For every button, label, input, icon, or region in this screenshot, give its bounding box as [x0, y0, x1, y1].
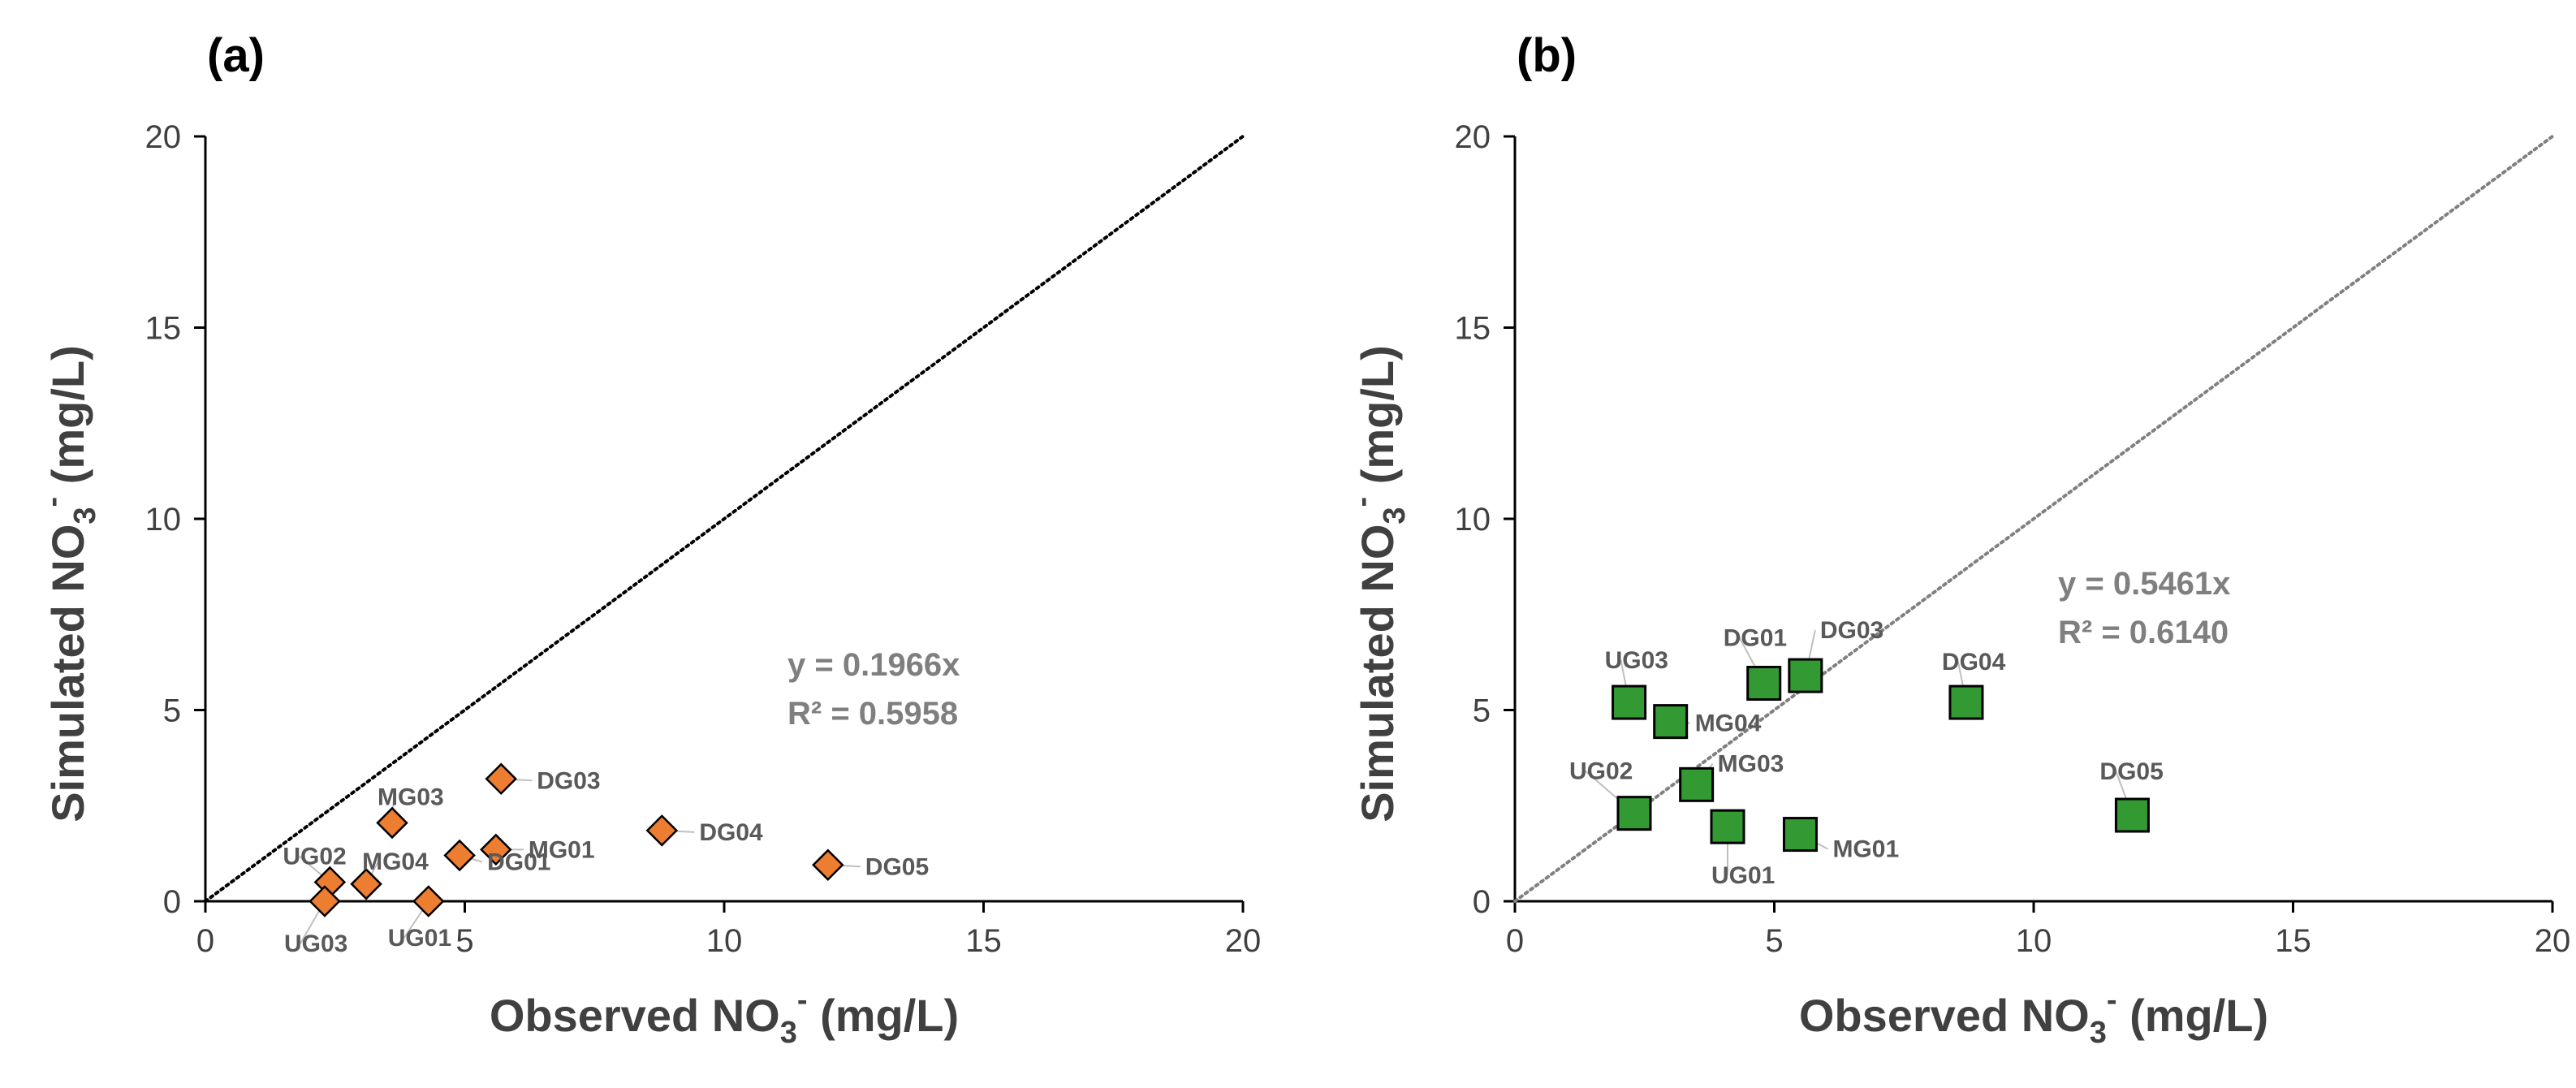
x-tick-label: 10: [706, 923, 743, 959]
y-tick-label: 0: [1473, 884, 1491, 920]
data-label-ug03: UG03: [284, 930, 347, 957]
y-axis-title: Simulated NO3- (mg/L): [36, 345, 102, 822]
data-point-mg04: [1653, 704, 1689, 740]
y-tick-label: 20: [1455, 119, 1491, 155]
data-point-dg03: [485, 762, 517, 796]
panel-label: (b): [1517, 29, 1577, 82]
y-tick-label: 10: [145, 502, 182, 538]
r-squared-label: R² = 0.6140: [2058, 615, 2229, 650]
y-tick-label: 20: [145, 119, 182, 155]
data-point-mg01: [480, 833, 512, 866]
y-axis-title-subscript: 3: [68, 507, 102, 524]
y-axis-title-base: Simulated NO: [1352, 525, 1403, 822]
data-label-dg05: DG05: [865, 853, 929, 880]
y-axis-title-unit: (mg/L): [42, 345, 93, 497]
data-label-mg04: MG04: [1695, 710, 1762, 737]
data-point-ug02: [1616, 796, 1652, 831]
data-point-ug01: [1710, 809, 1745, 844]
data-label-dg03: DG03: [537, 767, 600, 794]
data-label-dg04: DG04: [699, 819, 763, 846]
data-point-mg03: [1679, 766, 1715, 802]
data-label-dg01: DG01: [1724, 625, 1787, 652]
r-squared-label: R² = 0.5958: [787, 696, 958, 732]
data-point-mg04: [350, 868, 382, 900]
data-point-mg03: [376, 806, 408, 840]
y-axis-title-superscript: -: [1345, 497, 1379, 507]
x-tick-label: 0: [1506, 923, 1524, 959]
regression-equation: y = 0.5461x: [2058, 566, 2230, 602]
data-label-ug02: UG02: [1569, 758, 1633, 785]
y-axis-title-unit: (mg/L): [1352, 345, 1403, 497]
x-tick-label: 5: [455, 923, 473, 959]
y-axis-title: Simulated NO3- (mg/L): [1345, 345, 1412, 822]
x-axis-title-base: Observed NO: [490, 990, 780, 1041]
x-axis-title-subscript: 3: [2090, 1016, 2107, 1050]
x-axis-title-base: Observed NO: [1799, 990, 2090, 1041]
x-tick-label: 0: [196, 923, 214, 959]
y-axis-title-subscript: 3: [1378, 507, 1412, 524]
x-axis-title: Observed NO3- (mg/L): [1799, 983, 2268, 1050]
data-label-mg01: MG01: [1832, 836, 1899, 863]
data-point-ug03: [1612, 684, 1647, 720]
x-axis-title-unit: (mg/L): [2117, 990, 2269, 1041]
data-point-dg03: [1788, 658, 1823, 693]
data-label-mg03: MG03: [1718, 750, 1784, 777]
x-tick-label: 15: [965, 923, 1002, 959]
y-axis-title-base: Simulated NO: [42, 525, 93, 822]
x-axis-title-superscript: -: [2107, 983, 2117, 1017]
data-point-dg04: [1948, 684, 1984, 720]
x-axis-title: Observed NO3- (mg/L): [490, 983, 959, 1050]
panel-label: (a): [207, 29, 265, 82]
x-tick-label: 10: [2016, 923, 2052, 959]
x-axis-title-superscript: -: [797, 983, 808, 1017]
data-label-mg01: MG01: [529, 836, 595, 863]
y-tick-label: 0: [163, 884, 181, 920]
data-point-dg01: [443, 839, 476, 872]
x-axis-title-unit: (mg/L): [808, 990, 960, 1041]
data-label-ug03: UG03: [1605, 647, 1668, 674]
y-tick-label: 10: [1455, 502, 1491, 538]
x-tick-label: 15: [2275, 923, 2311, 959]
x-tick-label: 20: [1225, 923, 1262, 959]
data-point-ug03: [309, 885, 341, 917]
data-point-ug01: [412, 885, 445, 917]
data-label-mg03: MG03: [378, 784, 444, 810]
y-axis-title-superscript: -: [36, 497, 70, 507]
one-to-one-line: [1513, 135, 2554, 903]
data-label-mg04: MG04: [362, 848, 429, 875]
regression-equation: y = 0.1966x: [787, 647, 960, 683]
data-label-dg01: DG01: [487, 848, 550, 875]
data-label-ug01: UG01: [388, 925, 451, 952]
data-point-dg01: [1746, 666, 1782, 702]
data-label-dg04: DG04: [1942, 649, 2006, 676]
x-tick-label: 5: [1765, 923, 1783, 959]
data-point-mg01: [1782, 817, 1818, 853]
y-tick-label: 5: [163, 693, 181, 729]
x-tick-label: 20: [2535, 923, 2571, 959]
data-point-dg05: [812, 848, 844, 882]
one-to-one-line: [204, 135, 1245, 903]
data-point-dg04: [645, 814, 679, 847]
data-label-ug01: UG01: [1711, 862, 1775, 889]
y-tick-label: 15: [1455, 311, 1491, 347]
y-tick-label: 15: [145, 311, 182, 347]
x-axis-title-subscript: 3: [780, 1016, 797, 1050]
data-label-dg03: DG03: [1820, 617, 1883, 644]
y-tick-label: 5: [1473, 693, 1491, 729]
data-label-ug02: UG02: [283, 843, 346, 870]
data-point-dg05: [2114, 797, 2150, 833]
data-label-dg05: DG05: [2099, 758, 2163, 785]
